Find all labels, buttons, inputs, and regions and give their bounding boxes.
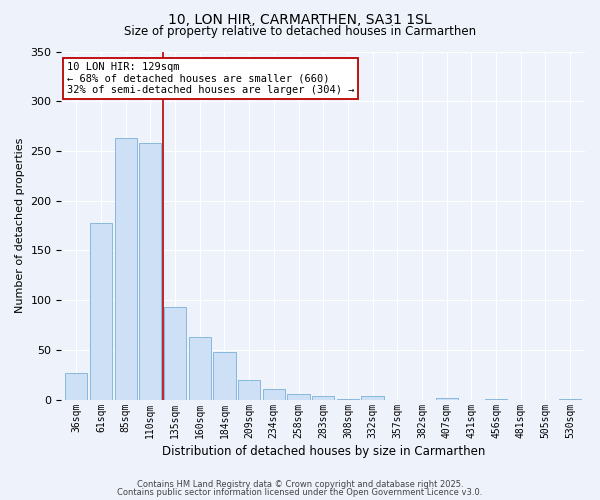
Bar [559,398,581,400]
Text: 10, LON HIR, CARMARTHEN, SA31 1SL: 10, LON HIR, CARMARTHEN, SA31 1SL [168,12,432,26]
Bar [436,398,458,400]
Bar [164,307,186,400]
Bar [115,138,137,400]
Bar [238,380,260,400]
Bar [263,388,285,400]
Bar [139,143,161,400]
Bar [287,394,310,400]
Text: Contains public sector information licensed under the Open Government Licence v3: Contains public sector information licen… [118,488,482,497]
Text: 10 LON HIR: 129sqm
← 68% of detached houses are smaller (660)
32% of semi-detach: 10 LON HIR: 129sqm ← 68% of detached hou… [67,62,354,95]
X-axis label: Distribution of detached houses by size in Carmarthen: Distribution of detached houses by size … [161,444,485,458]
Bar [188,337,211,400]
Y-axis label: Number of detached properties: Number of detached properties [15,138,25,313]
Text: Contains HM Land Registry data © Crown copyright and database right 2025.: Contains HM Land Registry data © Crown c… [137,480,463,489]
Bar [90,222,112,400]
Bar [312,396,334,400]
Bar [213,352,236,400]
Text: Size of property relative to detached houses in Carmarthen: Size of property relative to detached ho… [124,25,476,38]
Bar [337,398,359,400]
Bar [485,398,507,400]
Bar [361,396,384,400]
Bar [65,372,88,400]
